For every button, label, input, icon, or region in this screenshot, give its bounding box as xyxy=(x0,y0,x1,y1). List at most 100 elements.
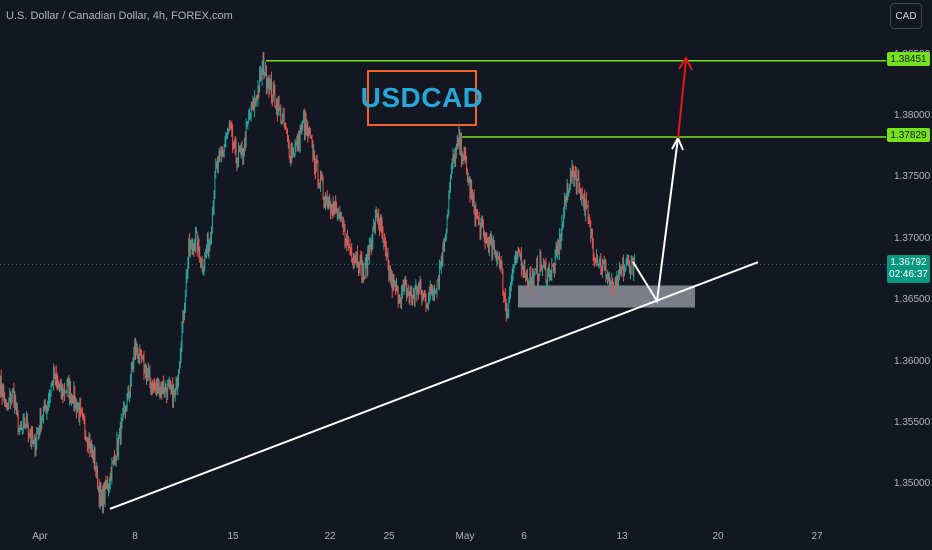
candle-body xyxy=(359,257,361,272)
candle-body xyxy=(510,280,512,283)
candle-body xyxy=(27,427,29,435)
candle-body xyxy=(423,293,424,296)
candle-body xyxy=(354,257,356,259)
candle-body xyxy=(468,178,470,180)
candle-body xyxy=(304,118,306,133)
candle-body xyxy=(425,298,427,306)
candle-body xyxy=(38,430,39,432)
candle-body xyxy=(356,253,358,262)
candle-body xyxy=(360,257,362,260)
candle-body xyxy=(99,489,101,502)
candle-body xyxy=(321,179,323,181)
candle-body xyxy=(338,216,340,219)
candle-body xyxy=(215,165,217,173)
time-tick-label: 6 xyxy=(521,531,527,542)
candle-body xyxy=(578,176,580,187)
candle-body xyxy=(176,379,178,389)
candle-body xyxy=(391,274,392,282)
candle-body xyxy=(264,75,266,77)
candle-body xyxy=(150,379,152,388)
candle-body xyxy=(357,253,358,265)
candle-body xyxy=(238,149,239,161)
candle-body xyxy=(60,383,61,387)
candle-body xyxy=(577,176,579,180)
candle-body xyxy=(276,101,277,110)
candle-body xyxy=(291,149,293,157)
candle-body xyxy=(472,193,473,201)
candle-body xyxy=(625,260,627,269)
candle-body xyxy=(513,265,515,271)
price-tick-label: 1.35000 xyxy=(894,478,931,490)
candle-body xyxy=(348,245,350,247)
candle-body xyxy=(196,232,198,252)
candle-body xyxy=(112,461,114,464)
candle-body xyxy=(593,256,595,259)
candle-body xyxy=(320,174,321,186)
candle-body xyxy=(249,115,250,117)
candle-body xyxy=(30,435,32,442)
candle-body xyxy=(22,428,23,430)
time-tick-label: 27 xyxy=(811,531,823,542)
candle-body xyxy=(293,154,295,156)
candle-body xyxy=(207,239,209,256)
candle-body xyxy=(493,243,494,247)
candle-body xyxy=(342,223,344,229)
candle-body xyxy=(592,242,594,257)
candle-body xyxy=(504,295,505,297)
candle-body xyxy=(548,267,549,271)
candle-body xyxy=(239,150,241,152)
candle-body xyxy=(558,245,559,254)
candle-body xyxy=(184,308,185,317)
candle-body xyxy=(126,397,128,412)
candle-body xyxy=(342,216,343,224)
candle-body xyxy=(335,203,336,207)
candle-body xyxy=(432,293,434,295)
candle-body xyxy=(244,137,245,154)
candle-body xyxy=(327,203,329,206)
candle-body xyxy=(630,258,632,268)
candle-body xyxy=(266,65,267,86)
candle-body xyxy=(105,482,107,488)
candle-body xyxy=(519,252,521,256)
candle-body xyxy=(393,278,395,284)
candle-body xyxy=(48,400,49,406)
time-tick-label: May xyxy=(455,531,475,542)
candle-body xyxy=(260,72,261,75)
candle-body xyxy=(230,124,232,130)
candle-body xyxy=(120,421,122,443)
candle-body xyxy=(457,139,459,143)
candle-body xyxy=(453,154,455,156)
candle-body xyxy=(296,140,298,145)
candle-body xyxy=(402,285,403,291)
candle-body xyxy=(628,259,629,262)
candle-body xyxy=(1,391,3,398)
candle-body xyxy=(609,278,611,285)
candle-body xyxy=(265,65,266,76)
candle-body xyxy=(198,239,200,251)
candle-body xyxy=(471,186,472,194)
candle-body xyxy=(157,382,158,391)
time-tick-label: 13 xyxy=(616,531,628,542)
candle-body xyxy=(622,262,624,270)
candle-body xyxy=(632,262,634,274)
candle-body xyxy=(42,419,43,421)
candle-body xyxy=(571,166,573,182)
candle-body xyxy=(88,439,90,449)
candle-body xyxy=(134,344,135,354)
candle-body xyxy=(415,286,417,289)
currency-button[interactable]: CAD xyxy=(890,3,922,29)
candle-body xyxy=(489,237,490,253)
candle-body xyxy=(520,253,521,256)
candle-body xyxy=(585,200,586,215)
candle-body xyxy=(262,59,264,68)
candle-body xyxy=(128,390,130,395)
candle-body xyxy=(309,128,310,133)
candle-body xyxy=(500,262,502,266)
price-tick-label: 1.36000 xyxy=(894,355,931,367)
candle-body xyxy=(188,241,190,262)
candle-body xyxy=(137,355,139,362)
candle-body xyxy=(84,420,86,433)
candle-body xyxy=(108,486,109,489)
candle-body xyxy=(138,360,140,362)
